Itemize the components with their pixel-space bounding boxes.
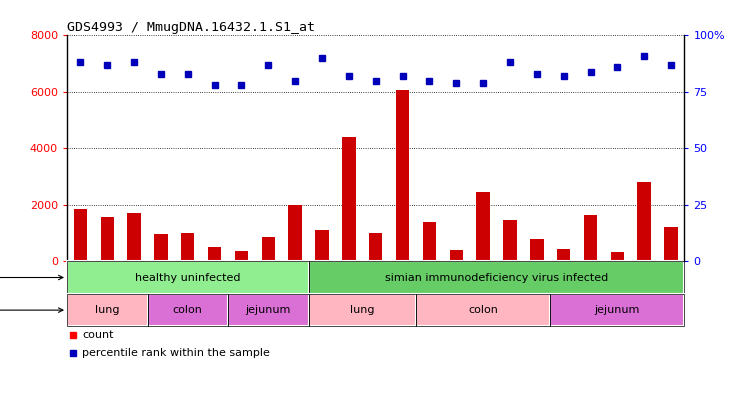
Text: infection: infection: [0, 272, 63, 283]
Bar: [181, 233, 194, 261]
Bar: [551, 294, 684, 327]
Bar: [423, 222, 436, 261]
Bar: [664, 227, 678, 261]
Bar: [369, 233, 382, 261]
Bar: [235, 251, 248, 261]
Text: GDS4993 / MmugDNA.16432.1.S1_at: GDS4993 / MmugDNA.16432.1.S1_at: [67, 21, 315, 34]
Bar: [396, 90, 409, 261]
Text: colon: colon: [468, 305, 498, 315]
Bar: [416, 294, 551, 327]
Bar: [67, 261, 309, 294]
Text: jejunum: jejunum: [594, 305, 640, 315]
Bar: [147, 294, 228, 327]
Bar: [342, 137, 356, 261]
Bar: [67, 261, 309, 294]
Bar: [638, 182, 651, 261]
Text: jejunum: jejunum: [246, 305, 291, 315]
Bar: [67, 294, 147, 327]
Text: colon: colon: [173, 305, 202, 315]
Bar: [449, 250, 463, 261]
Bar: [584, 215, 597, 261]
Bar: [309, 294, 416, 327]
Bar: [416, 294, 551, 327]
Text: percentile rank within the sample: percentile rank within the sample: [83, 348, 270, 358]
Bar: [551, 294, 684, 327]
Bar: [228, 294, 309, 327]
Bar: [557, 249, 571, 261]
Bar: [67, 294, 147, 327]
Bar: [476, 192, 490, 261]
Bar: [208, 247, 222, 261]
Bar: [530, 239, 544, 261]
Bar: [147, 294, 228, 327]
Bar: [611, 252, 624, 261]
Text: count: count: [83, 330, 114, 340]
Bar: [289, 205, 302, 261]
Bar: [262, 237, 275, 261]
Text: tissue: tissue: [0, 305, 63, 315]
Bar: [309, 294, 416, 327]
Bar: [74, 209, 87, 261]
Bar: [228, 294, 309, 327]
Text: simian immunodeficiency virus infected: simian immunodeficiency virus infected: [385, 272, 608, 283]
Text: healthy uninfected: healthy uninfected: [135, 272, 240, 283]
Bar: [309, 261, 684, 294]
Bar: [309, 261, 684, 294]
Bar: [127, 213, 141, 261]
Bar: [503, 220, 516, 261]
Text: lung: lung: [350, 305, 374, 315]
Text: lung: lung: [95, 305, 120, 315]
Bar: [100, 217, 114, 261]
Bar: [315, 230, 329, 261]
Bar: [154, 234, 167, 261]
